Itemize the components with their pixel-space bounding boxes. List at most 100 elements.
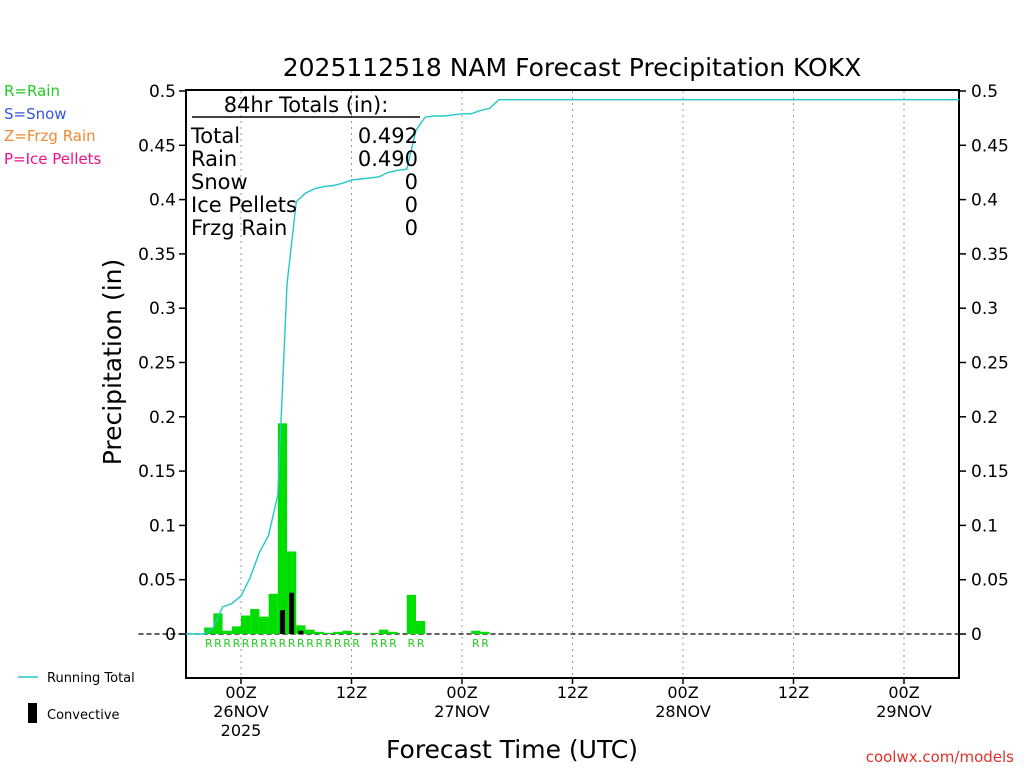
ptype-letter: R: [408, 637, 416, 650]
convective-legend-label: Convective: [47, 708, 120, 723]
y-tick-label: 0.15: [138, 462, 176, 482]
totals-row-label: Total: [190, 124, 240, 148]
totals-row-label: Frzg Rain: [191, 216, 287, 240]
credit-text: coolwx.com/models: [866, 748, 1014, 766]
x-tick-label: 12Z: [778, 683, 809, 702]
rain-bar: [241, 615, 251, 634]
ptype-letter: R: [251, 637, 259, 650]
ptype-letter: R: [315, 637, 323, 650]
y-tick-label-right: 0.05: [971, 571, 1009, 591]
y-tick-label-right: 0.4: [971, 191, 998, 211]
running-total-line: [185, 98, 960, 635]
rain-bar: [333, 631, 343, 634]
convective-bars: [279, 592, 304, 634]
ptype-letter: R: [472, 637, 480, 650]
totals-row-value: 0: [405, 193, 418, 217]
rain-bar: [213, 613, 223, 634]
x-tick-label: 12Z: [557, 683, 588, 702]
ptype-letter: R: [334, 637, 342, 650]
x-tick-label: 00Z: [888, 683, 919, 702]
running-total-group: [185, 98, 960, 635]
x-axis-label: Forecast Time (UTC): [386, 735, 638, 764]
rain-bar: [259, 616, 269, 634]
y-tick-label-right: 0.5: [971, 82, 998, 102]
y-tick-label: 0.25: [138, 354, 176, 374]
y-tick-label-right: 0.45: [971, 136, 1009, 156]
rain-bar: [369, 632, 380, 634]
x-tick-label: 26NOV: [213, 702, 269, 721]
rain-bar: [415, 620, 426, 634]
ptype-letter: R: [205, 637, 213, 650]
ptype-letter: R: [481, 637, 489, 650]
y-ticks-left: 0 0.05 0.1 0.15 0.2 0.25 0.3 0.35 0.4 0.45 0.5: [138, 82, 186, 645]
rain-bar: [323, 632, 334, 634]
rain-bar: [222, 630, 232, 634]
legend-snow: S=Snow: [4, 105, 67, 123]
rain-bar: [314, 631, 324, 634]
legend-ice-pellets: P=Ice Pellets: [4, 150, 101, 168]
rain-bar: [268, 593, 278, 634]
y-axis-label: Precipitation (in): [98, 259, 127, 466]
totals-row-label: Snow: [191, 170, 248, 194]
convective-bar: [298, 630, 304, 634]
ptype-letter: R: [279, 637, 287, 650]
rain-bar: [351, 632, 361, 634]
y-tick-label-right: 0.15: [971, 462, 1009, 482]
chart-title: 2025112518 NAM Forecast Precipitation KO…: [283, 53, 862, 82]
convective-bar: [289, 592, 295, 634]
y-tick-label: 0.4: [149, 191, 176, 211]
rain-bar: [250, 609, 260, 634]
y-tick-label: 0.5: [149, 82, 176, 102]
convective-bar: [279, 610, 285, 634]
ptype-letter: R: [380, 637, 388, 650]
ptype-letter: R: [343, 637, 351, 650]
ptype-letter: R: [288, 637, 296, 650]
ptype-letter: R: [214, 637, 222, 650]
totals-row-value: 0.492: [358, 124, 418, 148]
y-tick-label-right: 0: [971, 625, 982, 645]
rain-bar: [388, 631, 398, 634]
ptype-letter: R: [352, 637, 360, 650]
x-tick-label: 00Z: [225, 683, 256, 702]
ptype-letter: R: [233, 637, 241, 650]
ptype-letter: R: [223, 637, 231, 650]
ptype-letter: R: [417, 637, 425, 650]
ptype-letter: R: [389, 637, 397, 650]
totals-header: 84hr Totals (in):: [224, 93, 389, 117]
y-tick-label: 0: [165, 625, 176, 645]
x-tick-label: 2025: [221, 721, 262, 740]
ptype-letter: R: [325, 637, 333, 650]
rain-bar: [231, 626, 241, 634]
ptype-letter: R: [297, 637, 305, 650]
x-tick-label: 29NOV: [876, 702, 932, 721]
y-tick-label: 0.3: [149, 299, 176, 319]
y-tick-label-right: 0.35: [971, 245, 1009, 265]
y-ticks-right: 0 0.05 0.1 0.15 0.2 0.25 0.3 0.35 0.4 0.45 0.5: [959, 82, 1009, 645]
y-tick-label-right: 0.25: [971, 354, 1009, 374]
legend-frzg-rain: Z=Frzg Rain: [4, 127, 96, 145]
totals-row-value: 0: [405, 216, 418, 240]
totals-row-value: 0: [405, 170, 418, 194]
rain-bar: [471, 630, 481, 634]
rain-bar: [406, 594, 416, 634]
convective-legend-swatch: [28, 703, 37, 723]
y-tick-label: 0.1: [149, 516, 176, 536]
x-tick-label: 00Z: [446, 683, 477, 702]
ptype-letter: R: [242, 637, 250, 650]
totals-row-value: 0.490: [358, 147, 418, 171]
y-tick-label: 0.45: [138, 136, 176, 156]
x-tick-label: 28NOV: [655, 702, 711, 721]
totals-row-label: Ice Pellets: [191, 193, 297, 217]
legend-rain: R=Rain: [4, 82, 60, 100]
rain-bar: [305, 629, 315, 634]
precip-bars: [204, 423, 490, 634]
rain-bar: [296, 625, 306, 634]
y-tick-label: 0.2: [149, 408, 176, 428]
rain-bar: [379, 629, 389, 634]
ptype-letter: R: [371, 637, 379, 650]
y-tick-label: 0.05: [138, 571, 176, 591]
rain-bar: [480, 631, 490, 634]
